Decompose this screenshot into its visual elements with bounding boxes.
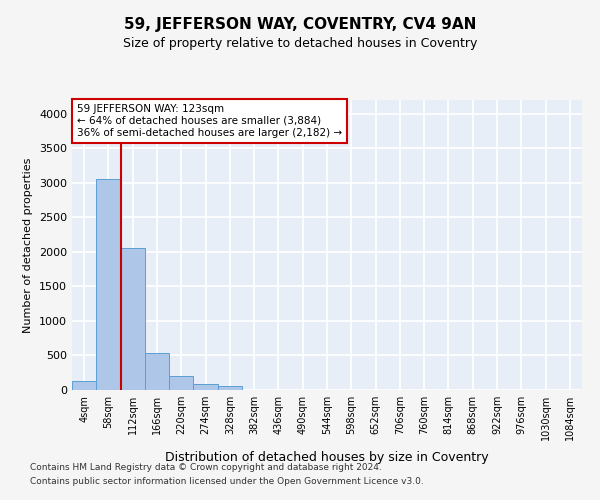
Bar	[169, 376, 193, 390]
Text: Size of property relative to detached houses in Coventry: Size of property relative to detached ho…	[123, 38, 477, 51]
Bar	[218, 386, 242, 390]
Bar	[72, 381, 96, 390]
Bar	[121, 248, 145, 390]
Y-axis label: Number of detached properties: Number of detached properties	[23, 158, 34, 332]
Text: Contains HM Land Registry data © Crown copyright and database right 2024.: Contains HM Land Registry data © Crown c…	[30, 462, 382, 471]
Text: 59, JEFFERSON WAY, COVENTRY, CV4 9AN: 59, JEFFERSON WAY, COVENTRY, CV4 9AN	[124, 18, 476, 32]
Bar	[145, 354, 169, 390]
Bar	[193, 384, 218, 390]
Text: Contains public sector information licensed under the Open Government Licence v3: Contains public sector information licen…	[30, 478, 424, 486]
Bar	[96, 178, 121, 390]
X-axis label: Distribution of detached houses by size in Coventry: Distribution of detached houses by size …	[165, 451, 489, 464]
Text: 59 JEFFERSON WAY: 123sqm
← 64% of detached houses are smaller (3,884)
36% of sem: 59 JEFFERSON WAY: 123sqm ← 64% of detach…	[77, 104, 342, 138]
